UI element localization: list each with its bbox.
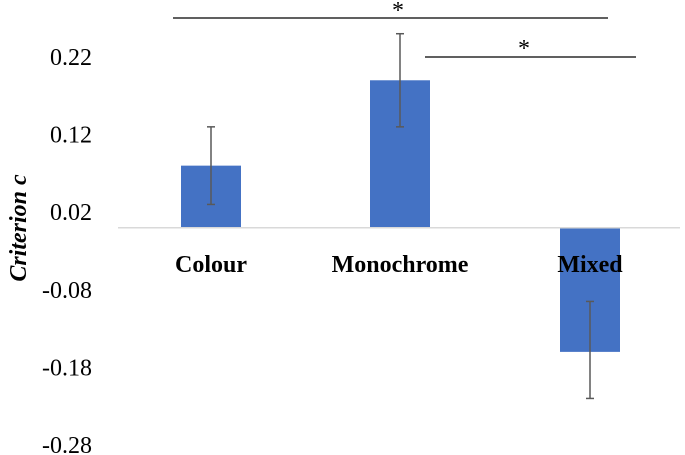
- category-label: Colour: [175, 252, 247, 278]
- error-bar: [586, 300, 594, 400]
- category-labels: Colour Monochrome Mixed: [175, 252, 623, 278]
- significance-star: *: [518, 36, 530, 62]
- y-tick-label: 0.12: [50, 123, 92, 149]
- significance-annotations: **: [173, 0, 636, 62]
- significance-bracket: *: [425, 36, 636, 62]
- significance-star: *: [392, 0, 404, 24]
- category-label: Mixed: [557, 252, 623, 278]
- y-tick-label: 0.22: [50, 45, 92, 71]
- y-axis-ticks: 0.22 0.12 0.02 -0.08 -0.18 -0.28: [42, 45, 92, 455]
- error-bars: [207, 32, 594, 400]
- y-tick-label: -0.18: [42, 355, 92, 381]
- y-tick-label: -0.28: [42, 433, 92, 455]
- significance-bracket: *: [173, 0, 608, 24]
- error-bar: [207, 126, 215, 206]
- y-tick-label: -0.08: [42, 278, 92, 304]
- error-bar: [396, 32, 404, 128]
- category-label: Monochrome: [332, 252, 469, 278]
- y-axis-title: Criterion c: [6, 174, 32, 282]
- y-tick-label: 0.02: [50, 200, 92, 226]
